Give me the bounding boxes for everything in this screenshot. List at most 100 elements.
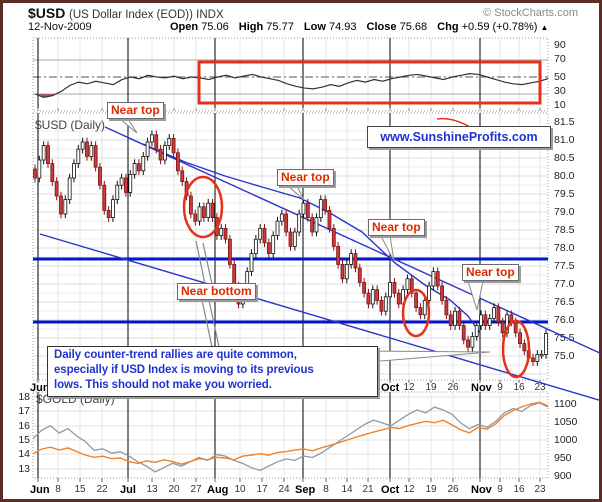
candle-body	[262, 227, 267, 244]
y-axis-label: 50	[554, 71, 566, 83]
candle-body	[33, 168, 37, 179]
note-line-3: lows. This should not make you worried.	[54, 379, 272, 391]
week-label: 22	[96, 484, 108, 495]
candle-body	[461, 325, 466, 341]
candle-body	[63, 199, 68, 215]
candle-body	[206, 202, 211, 218]
candle-body	[483, 314, 488, 326]
callout-pointer	[286, 185, 305, 201]
candle-body	[409, 278, 414, 294]
watermark-link[interactable]: www.SunshineProfits.com	[380, 130, 538, 144]
week-label: 12	[403, 382, 415, 393]
near-top-callout-4: Near top	[462, 264, 519, 281]
y-axis-label: 81.0	[554, 134, 575, 146]
callout-pointer	[380, 235, 395, 262]
callout-pointer-line	[195, 240, 206, 285]
month-label: Nov	[471, 382, 492, 394]
near-top-callout-3: Near top	[368, 219, 425, 236]
y-axis-label: 78.5	[554, 224, 575, 236]
candle-body	[67, 177, 72, 201]
candle-body	[405, 278, 410, 290]
candle-body	[531, 357, 535, 362]
candle-body	[496, 307, 501, 323]
y-axis-label: 10	[554, 99, 566, 111]
month-label: Jun	[30, 484, 50, 496]
candle-body	[197, 206, 202, 222]
y-axis-label: 81.5	[554, 116, 575, 128]
ohlc-row: Open 75.06 High 75.77 Low 74.93 Close 75…	[170, 21, 548, 33]
candle-body	[180, 170, 185, 183]
week-label: 19	[425, 382, 437, 393]
red-mark-line	[436, 117, 471, 128]
candle-body	[297, 213, 302, 233]
candle-body	[59, 195, 63, 215]
symbol: $USD	[28, 5, 66, 21]
week-label: 24	[278, 484, 290, 495]
y-axis-label: 78.0	[554, 242, 575, 254]
month-label: Oct	[381, 484, 400, 496]
week-label: 16	[513, 382, 525, 393]
candle-body	[383, 296, 388, 312]
orange-gold-line	[32, 401, 549, 465]
candle-body	[323, 199, 328, 211]
y-axis-label: 80.5	[554, 152, 575, 164]
candle-body	[158, 148, 163, 161]
candle-body	[340, 263, 345, 280]
candle-body	[422, 299, 427, 316]
y-axis-label: 77.5	[554, 260, 575, 272]
y-axis-label: 1000	[554, 434, 578, 446]
watermark-box: www.SunshineProfits.com	[367, 126, 551, 148]
month-label: Jun	[30, 382, 50, 394]
note-line-1: Daily counter-trend rallies are quite co…	[54, 349, 297, 361]
candle-body	[366, 292, 371, 305]
y-axis-label: 15	[18, 434, 30, 446]
close-value: 75.68	[399, 21, 428, 33]
candle-body	[249, 253, 254, 273]
candle-body	[85, 141, 89, 157]
candle-body	[111, 199, 115, 219]
open-label: Open	[170, 21, 199, 33]
analyst-note-box: Daily counter-trend rallies are quite co…	[47, 346, 378, 397]
candle-body	[253, 238, 258, 254]
candle-body	[37, 159, 42, 179]
candle-body	[141, 155, 146, 172]
candle-body	[188, 195, 193, 215]
candle-body	[124, 177, 128, 193]
week-label: 27	[190, 484, 202, 495]
chart-header: $USD (US Dollar Index (EOD)) INDX	[28, 5, 224, 21]
candle-body	[98, 166, 102, 186]
candle-body	[154, 134, 159, 150]
candle-body	[479, 314, 483, 326]
candle-body	[344, 263, 349, 280]
near-top-callout-1: Near top	[107, 102, 164, 119]
y-axis-label: 900	[554, 470, 572, 482]
week-label: 23	[534, 382, 546, 393]
y-axis-label: 79.5	[554, 188, 575, 200]
candle-body	[418, 307, 423, 316]
candle-body	[448, 314, 453, 326]
candle-body	[223, 227, 228, 240]
candle-body	[171, 137, 176, 154]
week-label: 26	[447, 484, 459, 495]
candle-body	[392, 281, 397, 294]
week-label: 23	[534, 484, 546, 495]
candle-body	[518, 332, 522, 344]
candle-body	[505, 314, 509, 334]
candle-body	[453, 310, 457, 327]
candle-body	[279, 213, 284, 222]
candle-body	[93, 145, 98, 168]
near-top-callout-2: Near top	[277, 169, 334, 186]
candle-body	[115, 184, 120, 200]
week-label: 8	[55, 484, 61, 495]
candle-body	[193, 213, 198, 222]
symbol-description: (US Dollar Index (EOD)) INDX	[68, 9, 224, 21]
candle-body	[80, 141, 85, 150]
y-axis-label: 77.0	[554, 278, 575, 290]
note-connector-line	[201, 299, 213, 348]
upper-trendline	[104, 126, 602, 355]
candle-body	[266, 242, 271, 255]
week-label: 8	[323, 484, 329, 495]
candle-body	[431, 271, 436, 287]
